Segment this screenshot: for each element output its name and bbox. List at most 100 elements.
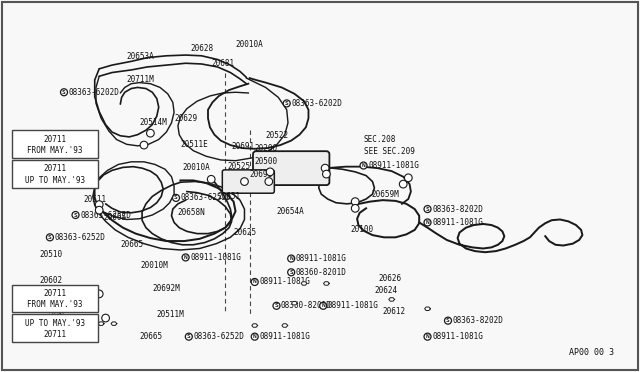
Polygon shape bbox=[301, 282, 307, 285]
Text: S: S bbox=[446, 318, 450, 323]
Circle shape bbox=[182, 254, 189, 261]
Circle shape bbox=[72, 212, 79, 218]
Circle shape bbox=[252, 279, 258, 285]
Text: N: N bbox=[184, 255, 188, 260]
Bar bbox=[12, 285, 98, 312]
Text: 20010M: 20010M bbox=[141, 262, 168, 270]
Polygon shape bbox=[425, 307, 431, 311]
Text: N: N bbox=[321, 303, 325, 308]
Polygon shape bbox=[292, 301, 298, 305]
Text: 20665: 20665 bbox=[120, 240, 143, 248]
FancyBboxPatch shape bbox=[222, 170, 275, 193]
Text: 20711: 20711 bbox=[43, 135, 67, 144]
Polygon shape bbox=[288, 257, 294, 260]
Text: 20010A: 20010A bbox=[182, 163, 210, 172]
Text: 20612: 20612 bbox=[383, 307, 406, 316]
Text: 08360-8201D: 08360-8201D bbox=[281, 301, 332, 310]
Text: 20711: 20711 bbox=[43, 164, 67, 173]
Bar bbox=[12, 314, 98, 342]
Text: S: S bbox=[289, 270, 293, 275]
Text: 08911-1081G: 08911-1081G bbox=[328, 301, 379, 310]
FancyBboxPatch shape bbox=[253, 151, 330, 185]
Text: 20525: 20525 bbox=[227, 162, 250, 171]
Text: 20500: 20500 bbox=[255, 157, 278, 166]
Text: S: S bbox=[62, 90, 66, 95]
Text: 20514: 20514 bbox=[77, 169, 100, 178]
Circle shape bbox=[360, 162, 367, 169]
Text: N: N bbox=[289, 256, 293, 261]
Circle shape bbox=[61, 89, 67, 96]
Circle shape bbox=[404, 174, 412, 182]
Text: SEE SEC.209: SEE SEC.209 bbox=[364, 147, 414, 156]
Polygon shape bbox=[323, 282, 329, 285]
Circle shape bbox=[147, 129, 154, 137]
Text: 20522: 20522 bbox=[266, 131, 289, 140]
Text: 08363-6252D: 08363-6252D bbox=[54, 233, 106, 242]
Text: FROM MAY.'93: FROM MAY.'93 bbox=[27, 300, 83, 309]
Text: S: S bbox=[48, 235, 52, 240]
Text: FROM MAY.'93: FROM MAY.'93 bbox=[27, 146, 83, 155]
Circle shape bbox=[284, 100, 290, 107]
Circle shape bbox=[265, 178, 273, 185]
Text: S: S bbox=[285, 101, 289, 106]
Text: 20653A: 20653A bbox=[127, 52, 154, 61]
Bar bbox=[12, 160, 98, 188]
Text: 20511E: 20511E bbox=[180, 140, 208, 149]
Text: 20711: 20711 bbox=[43, 330, 67, 339]
Circle shape bbox=[252, 333, 258, 340]
Bar bbox=[12, 130, 98, 158]
Text: 20658N: 20658N bbox=[178, 208, 205, 217]
Polygon shape bbox=[361, 164, 366, 167]
Circle shape bbox=[173, 195, 179, 201]
Text: 08911-1081G: 08911-1081G bbox=[190, 253, 241, 262]
Text: 20626: 20626 bbox=[379, 274, 402, 283]
Text: 08911-1081G: 08911-1081G bbox=[259, 278, 310, 286]
Text: N: N bbox=[253, 279, 257, 285]
Circle shape bbox=[95, 201, 103, 208]
Circle shape bbox=[140, 141, 148, 149]
Text: 08363-6252D: 08363-6252D bbox=[180, 193, 232, 202]
Text: 08911-1081G: 08911-1081G bbox=[259, 332, 310, 341]
Text: 08363-6202D: 08363-6202D bbox=[291, 99, 342, 108]
Text: 20200: 20200 bbox=[255, 144, 278, 153]
Circle shape bbox=[266, 168, 274, 176]
Text: 20651: 20651 bbox=[218, 192, 241, 201]
Text: 20010: 20010 bbox=[69, 134, 92, 143]
Text: S: S bbox=[187, 334, 191, 339]
Text: 08360-8201D: 08360-8201D bbox=[296, 268, 347, 277]
Text: 08363-8202D: 08363-8202D bbox=[432, 205, 483, 214]
Text: 20711: 20711 bbox=[43, 289, 67, 298]
Circle shape bbox=[95, 290, 103, 298]
Text: 08911-1081G: 08911-1081G bbox=[432, 218, 483, 227]
Text: 20659M: 20659M bbox=[371, 190, 399, 199]
Text: 20665: 20665 bbox=[140, 332, 163, 341]
Polygon shape bbox=[173, 196, 179, 200]
Text: 20629: 20629 bbox=[174, 114, 197, 123]
Circle shape bbox=[351, 205, 359, 212]
Text: 08911-1081G: 08911-1081G bbox=[368, 161, 419, 170]
Polygon shape bbox=[47, 235, 53, 239]
Polygon shape bbox=[282, 324, 288, 327]
Circle shape bbox=[399, 180, 407, 188]
Text: 20010A: 20010A bbox=[236, 40, 263, 49]
Text: FRONT: FRONT bbox=[44, 305, 68, 324]
Circle shape bbox=[95, 206, 103, 214]
Text: 20628: 20628 bbox=[191, 44, 214, 53]
Text: N: N bbox=[426, 334, 429, 339]
Circle shape bbox=[241, 178, 248, 185]
Text: S: S bbox=[426, 206, 429, 212]
Polygon shape bbox=[73, 213, 78, 217]
Circle shape bbox=[323, 170, 330, 178]
Text: UP TO MAY.'93: UP TO MAY.'93 bbox=[25, 176, 84, 185]
Polygon shape bbox=[252, 324, 258, 327]
Text: 20691: 20691 bbox=[232, 142, 255, 151]
Circle shape bbox=[288, 255, 294, 262]
Text: UP TO MAY.'93: UP TO MAY.'93 bbox=[25, 319, 84, 328]
Text: 20510: 20510 bbox=[40, 250, 63, 259]
Text: 20665: 20665 bbox=[104, 213, 127, 222]
Polygon shape bbox=[111, 322, 116, 326]
Text: SEC.208: SEC.208 bbox=[364, 135, 396, 144]
Circle shape bbox=[321, 164, 329, 172]
Text: 20514M: 20514M bbox=[140, 118, 167, 127]
Polygon shape bbox=[284, 102, 290, 105]
